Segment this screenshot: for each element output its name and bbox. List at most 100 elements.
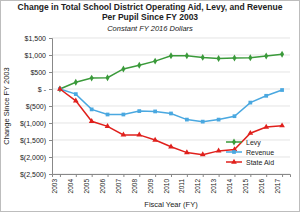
legend-item: State Aid	[226, 159, 274, 166]
chart-border	[1, 1, 300, 212]
x-tick-mark	[155, 174, 156, 177]
series-marker	[185, 118, 189, 122]
legend-item: Levy	[226, 139, 261, 147]
legend-marker	[231, 159, 237, 164]
series-marker	[201, 54, 205, 61]
x-tick: 2006	[99, 174, 108, 193]
x-tick: 2014	[226, 174, 235, 193]
x-tick-mark	[250, 174, 251, 177]
x-tick: 2003	[51, 174, 60, 193]
series-group	[57, 51, 285, 156]
x-tick-mark	[219, 174, 220, 177]
y-tick-label: $(2,500)	[20, 171, 46, 179]
y-tick-label: $500	[30, 69, 46, 76]
x-tick: 2005	[83, 174, 92, 193]
series-marker	[217, 118, 221, 122]
y-tick-label: $(500)	[26, 103, 46, 111]
series-marker	[169, 52, 173, 59]
series-marker	[122, 113, 126, 117]
series-marker	[121, 132, 127, 137]
y-tick: $(2,500)	[20, 171, 52, 179]
series-marker	[169, 112, 173, 116]
y-tick: $1,500	[25, 35, 52, 42]
x-tick-label: 2005	[83, 179, 90, 194]
x-tick-mark	[60, 174, 61, 177]
x-tick-mark	[92, 174, 93, 177]
series-marker	[200, 151, 206, 156]
x-tick: 2016	[258, 174, 267, 193]
x-tick-label: 2011	[178, 179, 185, 193]
series-marker	[217, 55, 221, 62]
title: Change in Total School District Operatin…	[18, 2, 283, 22]
x-axis-line	[53, 175, 291, 178]
x-tick: 2011	[178, 174, 187, 193]
y-tick: $500	[30, 69, 52, 76]
x-tick-label: 2015	[242, 179, 249, 194]
series-marker	[153, 110, 157, 114]
x-tick-mark	[266, 174, 267, 177]
series-marker	[263, 124, 269, 129]
x-tick-mark	[123, 174, 124, 177]
y-tick: $(500)	[26, 103, 52, 111]
grid-line	[52, 123, 290, 124]
x-tick: 2004	[67, 174, 76, 193]
series-marker	[201, 120, 205, 124]
series-marker	[185, 52, 189, 59]
legend-label: State Aid	[246, 159, 274, 166]
y-tick-mark	[49, 174, 52, 175]
x-tick-label: 2016	[258, 179, 265, 194]
x-tick-label: 2006	[99, 179, 106, 194]
series-marker	[280, 51, 284, 58]
x-tick-label: 2012	[194, 179, 201, 194]
x-tick: 2010	[163, 174, 172, 193]
x-tick-label: 2007	[115, 179, 122, 194]
grid	[52, 38, 290, 174]
subtitle: Constant FY 2016 Dollars	[107, 24, 193, 33]
series-marker	[232, 55, 236, 62]
y-tick-label: $(1,500)	[20, 137, 46, 145]
y-tick: $(2,000)	[20, 154, 52, 162]
legend-marker	[232, 150, 236, 154]
series-marker	[233, 114, 237, 118]
series-marker	[280, 88, 284, 92]
x-tick-label: 2004	[67, 179, 74, 194]
grid-line	[52, 72, 290, 73]
y-tick-label: $(1,000)	[20, 120, 46, 128]
series-marker	[153, 58, 157, 65]
series-marker	[106, 74, 110, 81]
series-marker	[90, 75, 94, 82]
x-tick-label: 2009	[147, 179, 154, 194]
y-axis-line	[49, 39, 53, 175]
y-tick-mark	[49, 55, 52, 56]
y-tick-label: $(2,000)	[20, 154, 46, 162]
x-tick-label: 2017	[274, 179, 281, 194]
series-marker	[90, 108, 94, 112]
series-line	[60, 54, 282, 89]
series-marker	[264, 53, 268, 60]
y-tick-mark	[49, 157, 52, 158]
series-marker	[137, 62, 141, 69]
y-tick-mark	[49, 38, 52, 39]
y-tick: $(1,000)	[20, 120, 52, 128]
y-tick-mark	[49, 89, 52, 90]
y-axis: $1,500$1,000$500$ -$(500)$(1,000)$(1,500…	[20, 35, 53, 179]
series-marker	[279, 122, 285, 127]
series-marker	[136, 132, 142, 137]
series-marker	[105, 123, 111, 128]
grid-line	[52, 89, 290, 90]
series-marker	[74, 79, 78, 86]
x-axis: 2003200420052006200720082009201020112012…	[51, 174, 290, 193]
grid-line	[52, 38, 290, 39]
series-marker	[152, 137, 158, 142]
y-axis-title: Change Since FY 2003	[2, 67, 11, 144]
series-marker	[137, 109, 141, 113]
x-tick: 2012	[194, 174, 203, 193]
x-tick: 2007	[115, 174, 124, 193]
y-tick: $ -	[38, 86, 52, 93]
series-marker	[58, 86, 62, 93]
x-tick-label: 2003	[51, 179, 58, 194]
legend-marker	[232, 139, 236, 146]
chart-container: Change in Total School District Operatin…	[0, 0, 300, 212]
series-marker	[248, 101, 252, 105]
x-tick-label: 2013	[210, 179, 217, 194]
